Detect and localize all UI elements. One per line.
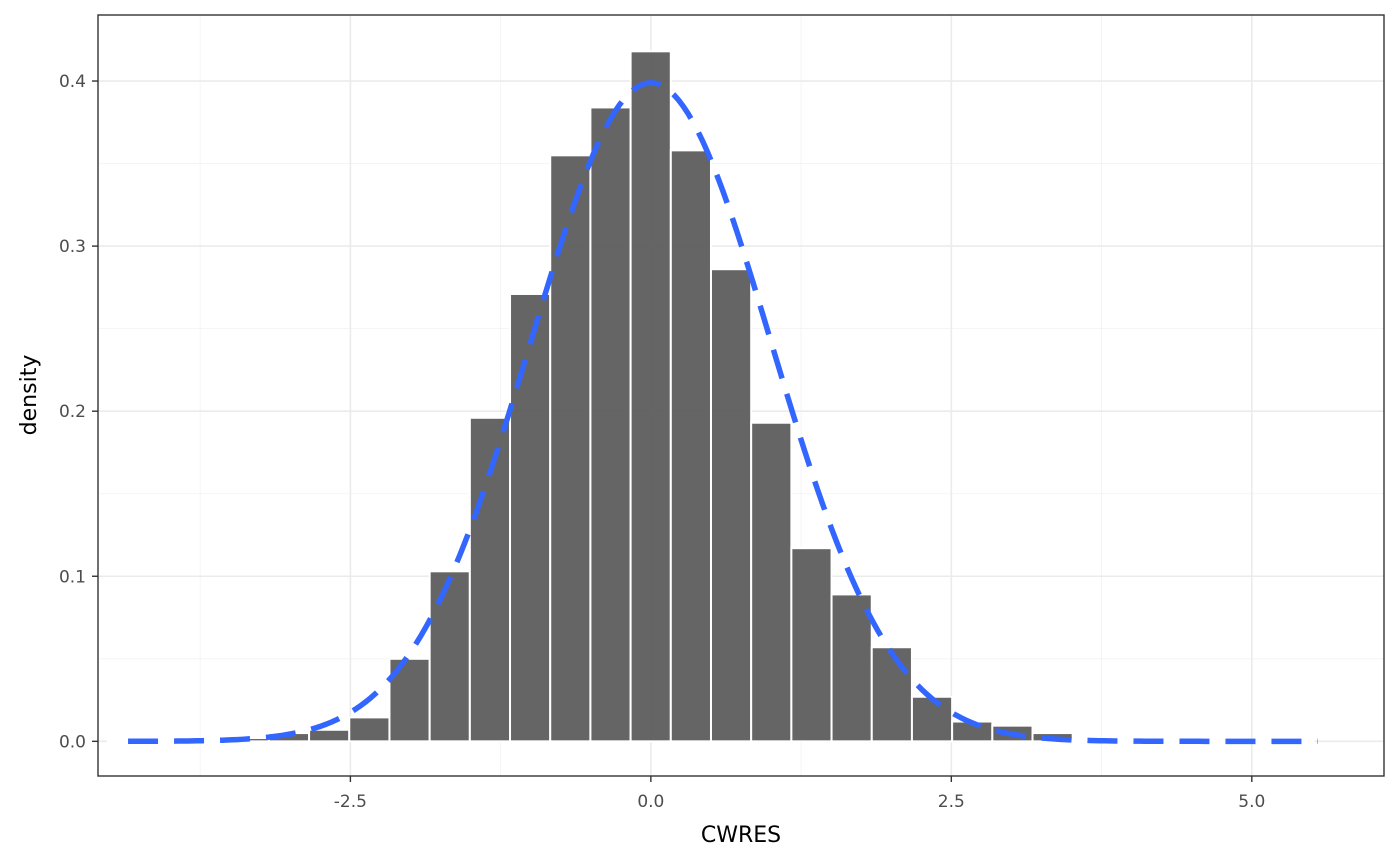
histogram-bar xyxy=(589,106,632,743)
y-axis-ticks: 0.0 0.1 0.2 0.3 0.4 xyxy=(59,72,98,752)
density-curve-line xyxy=(128,80,1318,745)
y-tick-label: 0.1 xyxy=(59,567,86,587)
normal-density-curve xyxy=(128,80,1318,745)
x-tick-label: 0.0 xyxy=(637,792,664,812)
histogram-bar xyxy=(549,154,592,743)
histogram-bar xyxy=(348,716,391,743)
x-axis-ticks: -2.5 0.0 2.5 5.0 xyxy=(334,776,1265,812)
histogram-bar xyxy=(830,593,873,743)
histogram-bar xyxy=(910,695,954,743)
histogram-bar xyxy=(750,421,793,743)
histogram-bar xyxy=(428,570,471,743)
y-tick-label: 0.0 xyxy=(59,732,86,752)
histogram-bar xyxy=(709,268,753,743)
x-tick-label: 5.0 xyxy=(1238,792,1265,812)
x-tick-label: -2.5 xyxy=(334,792,367,812)
histogram-bar xyxy=(308,728,351,743)
panel-border xyxy=(97,14,1385,777)
y-tick-label: 0.3 xyxy=(59,237,86,257)
y-axis-title: density xyxy=(17,355,42,436)
y-tick-label: 0.4 xyxy=(59,72,86,92)
histogram-bar xyxy=(629,50,672,743)
histogram-bar xyxy=(790,547,833,743)
y-tick-label: 0.2 xyxy=(59,402,86,422)
histogram-bar xyxy=(669,149,712,743)
histogram-bar xyxy=(509,292,552,743)
x-axis-title: CWRES xyxy=(701,823,781,848)
histogram-bar xyxy=(870,646,913,743)
x-tick-label: 2.5 xyxy=(938,792,965,812)
